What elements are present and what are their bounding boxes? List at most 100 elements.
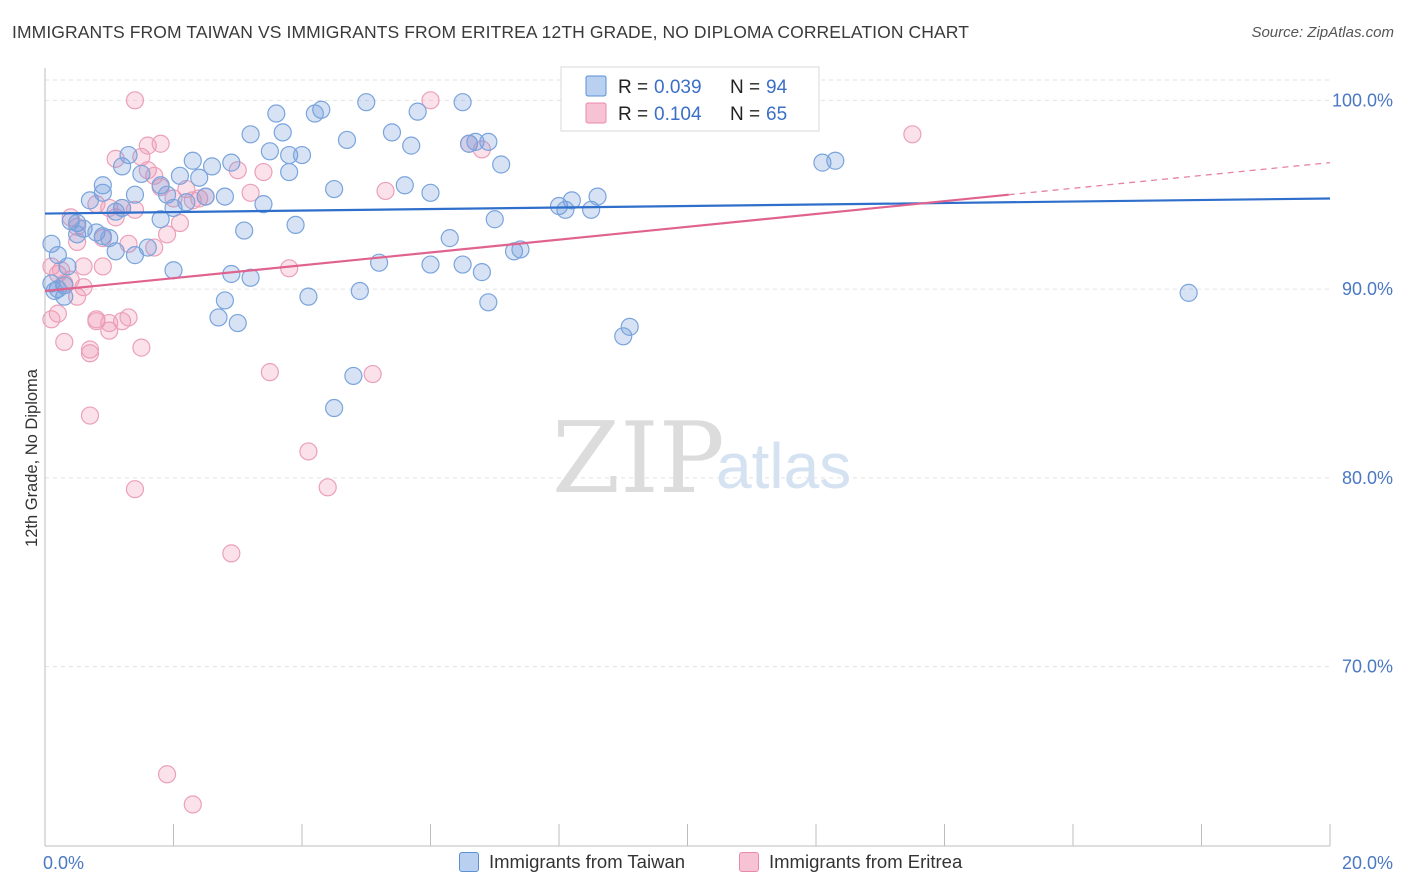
taiwan-point	[472, 263, 491, 282]
taiwan-point	[299, 287, 318, 306]
y-axis-label: 12th Grade, No Diploma	[23, 368, 41, 547]
eritrea-point	[80, 344, 100, 363]
taiwan-point	[58, 257, 77, 276]
taiwan-point	[196, 187, 215, 206]
source-label: Source: ZipAtlas.com	[1251, 24, 1394, 41]
taiwan-point	[305, 104, 324, 123]
taiwan-point	[125, 185, 145, 204]
taiwan-point	[273, 123, 292, 142]
y-tick-label: 90.0%	[1342, 279, 1393, 299]
taiwan-point	[344, 366, 363, 386]
taiwan-point	[350, 281, 369, 301]
taiwan-trend-line	[44, 197, 1331, 215]
eritrea-point	[222, 544, 241, 563]
x-tick-label: 0.0%	[43, 853, 84, 873]
axes	[44, 68, 1331, 847]
taiwan-point	[421, 183, 440, 202]
taiwan-point	[241, 268, 260, 287]
y-tick-labels: 70.0% 80.0% 90.0% 100.0%	[1332, 90, 1393, 676]
taiwan-point	[93, 227, 112, 246]
eritrea-point	[280, 259, 299, 278]
eritrea-point	[157, 225, 177, 244]
taiwan-point	[325, 179, 344, 199]
taiwan-point	[620, 317, 639, 336]
legend-eritrea-r-label: R =	[618, 104, 648, 125]
taiwan-point	[183, 151, 202, 170]
taiwan-point	[138, 238, 157, 257]
legend-item-taiwan: Immigrants from Taiwan	[459, 851, 685, 873]
legend-swatch-eritrea	[585, 102, 607, 124]
taiwan-point	[112, 198, 132, 218]
legend-eritrea-r-value: 0.104	[654, 104, 702, 125]
eritrea-point	[74, 257, 93, 276]
legend-taiwan-r-label: R =	[618, 77, 648, 98]
y-tick-label: 100.0%	[1332, 90, 1393, 110]
taiwan-point	[202, 157, 222, 176]
eritrea-point	[260, 363, 279, 382]
eritrea-point	[318, 478, 337, 497]
eritrea-point	[119, 308, 138, 327]
eritrea-point	[157, 765, 177, 784]
legend-label-eritrea: Immigrants from Eritrea	[769, 851, 963, 872]
taiwan-point	[260, 142, 279, 161]
eritrea-point	[376, 181, 395, 201]
watermark: ZIP atlas	[552, 402, 851, 516]
taiwan-point	[556, 200, 575, 219]
taiwan-point	[492, 155, 511, 174]
taiwan-point	[453, 255, 472, 274]
eritrea-point	[363, 364, 382, 384]
stats-legend: R = 0.039 N = 94 R = 0.104 N = 65	[560, 66, 820, 132]
taiwan-point	[440, 229, 459, 248]
legend-swatch-eritrea-bottom	[739, 852, 759, 872]
taiwan-point	[402, 136, 421, 155]
legend-taiwan-n-value: 94	[766, 77, 788, 98]
taiwan-point	[337, 130, 357, 150]
eritrea-point	[254, 162, 273, 182]
eritrea-point	[145, 238, 164, 257]
taiwan-points	[42, 93, 1198, 418]
taiwan-point	[151, 176, 170, 195]
taiwan-point	[479, 293, 498, 312]
trend-lines	[44, 161, 1331, 293]
taiwan-point	[235, 221, 254, 240]
taiwan-point	[42, 234, 61, 253]
eritrea-point	[299, 442, 318, 461]
eritrea-point	[183, 795, 202, 814]
eritrea-point	[80, 406, 100, 425]
taiwan-point	[588, 187, 607, 206]
eritrea-point	[151, 134, 170, 153]
taiwan-point	[215, 291, 234, 310]
eritrea-point	[55, 332, 74, 352]
taiwan-point	[222, 153, 241, 172]
eritrea-point	[100, 321, 119, 340]
taiwan-point	[325, 398, 344, 418]
taiwan-point	[408, 102, 427, 121]
taiwan-point	[421, 255, 440, 274]
taiwan-point	[485, 210, 504, 229]
taiwan-point	[164, 261, 183, 280]
taiwan-point	[826, 151, 845, 170]
taiwan-point	[241, 125, 260, 144]
eritrea-trend-line	[44, 193, 1009, 293]
taiwan-point	[151, 210, 170, 229]
eritrea-point	[132, 338, 151, 357]
taiwan-point	[280, 162, 299, 182]
eritrea-point	[125, 91, 145, 110]
eritrea-point	[125, 480, 145, 499]
y-tick-label: 70.0%	[1342, 657, 1393, 677]
taiwan-point	[395, 176, 414, 195]
taiwan-point	[267, 104, 286, 123]
legend-eritrea-n-value: 65	[766, 104, 787, 125]
legend-taiwan-n-label: N =	[730, 77, 760, 98]
taiwan-point	[357, 93, 376, 112]
taiwan-point	[93, 176, 112, 195]
eritrea-trend-extension	[1008, 161, 1331, 196]
legend-swatch-taiwan-bottom	[459, 852, 479, 872]
legend-taiwan-r-value: 0.039	[654, 77, 702, 98]
taiwan-point	[119, 145, 138, 165]
taiwan-point	[511, 240, 530, 259]
taiwan-point	[453, 93, 472, 112]
taiwan-point	[1179, 283, 1198, 302]
taiwan-point	[177, 193, 196, 212]
